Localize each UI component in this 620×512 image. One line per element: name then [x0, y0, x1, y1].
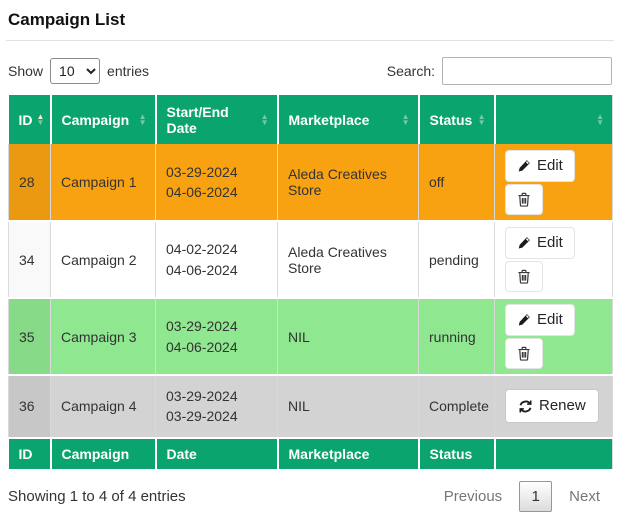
column-header-actions[interactable]: ▲ ▼	[494, 95, 613, 144]
column-header-date[interactable]: Start/End Date ▲ ▼	[155, 95, 279, 144]
page-title: Campaign List	[8, 10, 126, 29]
table-info-bar: Showing 1 to 4 of 4 entries Previous 1 N…	[8, 480, 612, 512]
show-label: Show	[8, 63, 44, 79]
entries-label: entries	[107, 63, 150, 79]
cell-marketplace: Aleda Creatives Store	[277, 221, 419, 299]
table-row: 34 Campaign 2 04-02-2024 04-06-2024 Aled…	[8, 221, 613, 299]
column-header-label: Marketplace	[288, 111, 370, 128]
cell-campaign: Campaign 3	[50, 298, 156, 376]
edit-button-label: Edit	[537, 156, 563, 174]
end-date: 04-06-2024	[166, 261, 238, 278]
table-row: 28 Campaign 1 03-29-2024 04-06-2024 Aled…	[8, 144, 613, 222]
cell-actions: Renew	[494, 375, 613, 439]
start-date: 03-29-2024	[166, 163, 238, 180]
footer-date: Date	[155, 436, 279, 469]
pencil-icon	[517, 159, 531, 173]
cell-id: 35	[8, 298, 51, 376]
column-header-marketplace[interactable]: Marketplace ▲ ▼	[277, 95, 420, 144]
delete-button[interactable]	[505, 183, 543, 215]
sort-asc-icon: ▲ ▼	[36, 111, 45, 127]
cell-campaign: Campaign 1	[50, 144, 156, 222]
cell-actions: Edit	[494, 298, 613, 376]
end-date: 03-29-2024	[166, 408, 238, 425]
current-page-button[interactable]: 1	[519, 480, 553, 512]
cell-dates: 03-29-2024 03-29-2024	[155, 375, 278, 439]
column-header-label: ID	[18, 111, 33, 128]
start-date: 03-29-2024	[166, 388, 238, 404]
page-length-select[interactable]: 10	[50, 58, 101, 84]
next-page-button[interactable]: Next	[569, 487, 600, 505]
table-body: 28 Campaign 1 03-29-2024 04-06-2024 Aled…	[8, 144, 613, 439]
end-date: 04-06-2024	[166, 184, 238, 200]
column-header-label: Campaign	[61, 111, 130, 128]
end-date: 04-06-2024	[166, 338, 238, 355]
column-header-status[interactable]: Status ▲ ▼	[418, 95, 496, 144]
table-row: 35 Campaign 3 03-29-2024 04-06-2024 NIL …	[8, 298, 613, 376]
refresh-icon	[518, 399, 533, 414]
edit-button[interactable]: Edit	[505, 227, 575, 259]
page-length-control: Show 10 entries	[8, 58, 149, 84]
column-header-id[interactable]: ID ▲ ▼	[8, 95, 52, 144]
start-date: 03-29-2024	[166, 318, 238, 335]
sort-both-icon: ▲ ▼	[477, 111, 486, 127]
cell-id: 36	[8, 375, 51, 439]
campaign-table: ID ▲ ▼ Campaign ▲ ▼ Start/End Date ▲ ▼ Mark…	[8, 95, 613, 469]
search-control: Search:	[387, 57, 612, 85]
sort-both-icon: ▲ ▼	[260, 111, 269, 127]
delete-button[interactable]	[505, 261, 543, 292]
cell-id: 34	[8, 221, 51, 299]
cell-status: off	[418, 144, 495, 222]
edit-button-label: Edit	[537, 311, 563, 328]
sort-both-icon: ▲ ▼	[596, 111, 604, 127]
cell-status: running	[418, 298, 495, 376]
cell-dates: 03-29-2024 04-06-2024	[155, 144, 278, 222]
pencil-icon	[517, 236, 531, 250]
edit-button-label: Edit	[537, 234, 563, 251]
search-label: Search:	[386, 63, 435, 79]
cell-marketplace: Aleda Creatives Store	[277, 144, 419, 222]
cell-actions: Edit	[494, 221, 613, 299]
start-date: 04-02-2024	[166, 241, 238, 258]
footer-campaign: Campaign	[50, 436, 157, 469]
pagination: Previous 1 Next	[432, 480, 612, 512]
cell-id: 28	[8, 144, 51, 222]
cell-campaign: Campaign 2	[50, 221, 156, 299]
previous-page-button[interactable]: Previous	[443, 487, 503, 505]
cell-marketplace: NIL	[277, 298, 419, 376]
column-header-label: Start/End Date	[166, 103, 229, 136]
footer-actions	[494, 436, 613, 469]
footer-id: ID	[8, 436, 52, 469]
showing-entries-info: Showing 1 to 4 of 4 entries	[8, 487, 186, 505]
edit-button[interactable]: Edit	[505, 149, 575, 182]
sort-both-icon: ▲ ▼	[401, 111, 410, 127]
trash-icon	[517, 269, 531, 284]
cell-campaign: Campaign 4	[50, 375, 156, 439]
column-header-campaign[interactable]: Campaign ▲ ▼	[50, 95, 157, 144]
renew-button[interactable]: Renew	[505, 389, 599, 424]
cell-actions: Edit	[494, 144, 613, 222]
edit-button[interactable]: Edit	[505, 304, 575, 336]
trash-icon	[517, 192, 531, 207]
delete-button[interactable]	[505, 338, 543, 369]
cell-dates: 03-29-2024 04-06-2024	[155, 298, 278, 376]
renew-button-label: Renew	[539, 397, 586, 415]
table-header: ID ▲ ▼ Campaign ▲ ▼ Start/End Date ▲ ▼ Mark…	[8, 95, 613, 144]
column-header-label: Status	[429, 111, 473, 128]
sort-both-icon: ▲ ▼	[138, 111, 147, 127]
table-row: 36 Campaign 4 03-29-2024 03-29-2024 NIL …	[8, 375, 613, 439]
cell-status: Complete	[418, 375, 495, 439]
cell-marketplace: NIL	[277, 375, 419, 439]
trash-icon	[517, 346, 531, 361]
footer-status: Status	[418, 436, 496, 469]
pencil-icon	[517, 313, 531, 327]
table-footer: ID Campaign Date Marketplace Status	[8, 436, 613, 469]
search-input[interactable]	[442, 57, 612, 85]
cell-status: pending	[418, 221, 495, 299]
cell-dates: 04-02-2024 04-06-2024	[155, 221, 278, 299]
table-controls: Show 10 entries Search:	[8, 57, 612, 85]
footer-marketplace: Marketplace	[277, 436, 420, 469]
title-divider	[6, 40, 614, 41]
